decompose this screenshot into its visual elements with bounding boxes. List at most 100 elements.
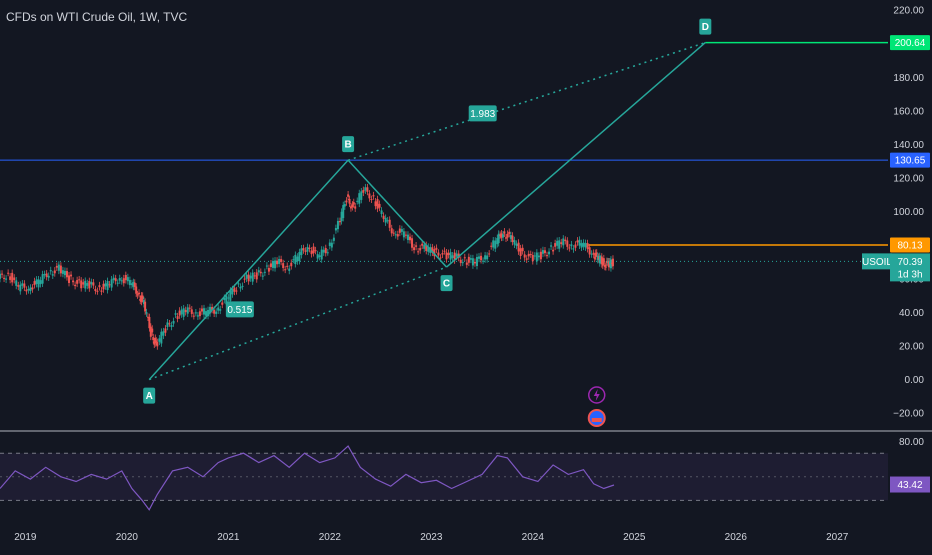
candle-body [519,248,522,256]
candle-body [541,250,544,254]
candle-body [467,256,470,263]
candle-body [96,290,99,292]
x-tick-label: 2027 [826,532,849,543]
candle-body [70,274,73,277]
candle-body [338,220,341,223]
y-tick-label: 220.00 [893,6,924,17]
candle-body [447,253,450,256]
candle-body [330,242,333,248]
candle-body [265,265,268,267]
candle-body [259,271,262,274]
candle-body [529,254,532,256]
candle-body [304,250,307,252]
candle-body [23,283,26,288]
candle-body [600,256,603,265]
us-flag-stripes [591,418,602,422]
candle-body [484,255,487,260]
candle-body [138,292,141,295]
candle-body [229,290,232,301]
candle-body [141,295,144,300]
candle-body [151,328,154,333]
candle-body [550,245,553,247]
candle-body [98,285,101,288]
candle-body [433,249,436,257]
candle-body [274,260,277,269]
candle-body [582,242,585,247]
candle-body [463,257,466,259]
candle-body [478,256,481,259]
candle-body [336,220,339,230]
candle-body [417,251,420,253]
candle-body [590,253,593,255]
candle-body [225,295,228,305]
candle-body [316,254,319,259]
candle-body [146,316,149,318]
candle-body [523,254,526,258]
candle-body [546,255,549,257]
symbol-label: USOIL [862,257,892,268]
x-tick-label: 2026 [725,532,748,543]
candle-body [496,238,499,245]
candle-body [243,278,246,280]
candle-body [376,199,379,209]
candle-body [92,282,95,286]
candle-body [94,289,97,292]
ratio-label: 1.983 [470,109,495,120]
candle-body [288,268,291,271]
candle-body [100,290,103,292]
candle-body [606,261,609,263]
candle-body [521,247,524,252]
candle-body [437,252,440,256]
candle-body [27,288,30,291]
candle-body [215,311,218,314]
candle-body [413,247,416,251]
candle-body [511,235,514,243]
candle-body [402,231,405,238]
candle-body [588,247,591,255]
candle-body [180,309,183,315]
candle-body [358,193,361,204]
candle-body [602,258,605,262]
candle-body [74,284,77,287]
candle-body [135,286,138,294]
candle-body [610,262,613,264]
pattern-leg-cd [446,42,706,268]
candle-body [155,340,158,342]
candle-body [33,281,36,286]
candle-body [552,249,555,252]
ratio-badge [468,105,497,122]
candle-body [449,252,452,260]
candle-body [459,259,462,263]
candle-body [384,217,387,223]
candle-body [334,227,337,231]
price-badge-label: 130.65 [895,156,926,167]
candle-body [184,310,187,313]
y-tick-label: 40.00 [899,308,924,319]
candle-body [196,315,199,317]
candle-body [296,256,299,262]
candle-body [213,309,216,314]
candle-body [68,275,71,283]
candle-body [451,255,454,259]
candle-body [108,284,111,286]
pattern-leg-ab [148,159,349,381]
candle-body [221,302,224,305]
candle-body [607,261,610,268]
pattern-point-badge [143,387,156,404]
candle-body [132,282,135,287]
candle-body [611,258,614,267]
candle-body [548,251,551,255]
candle-body [348,198,351,204]
candle-body [0,273,1,279]
price-badge-label: 200.64 [895,38,926,49]
candle-body [124,274,127,281]
candle-body [604,266,607,268]
candle-body [153,341,156,345]
candle-body [130,283,133,286]
candle-body [345,200,348,203]
candle-body [122,278,125,284]
candle-body [280,259,283,262]
ratio-label: 0.515 [227,305,252,316]
